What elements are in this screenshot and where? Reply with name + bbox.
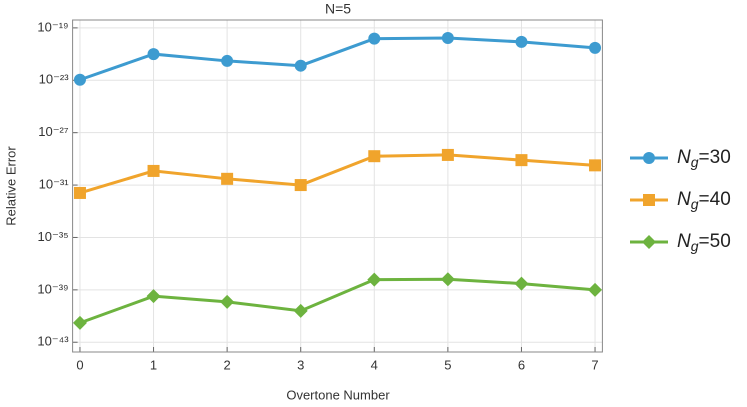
marker — [642, 235, 656, 249]
x-tick-label: 3 — [297, 357, 304, 372]
marker — [515, 154, 528, 167]
series-line — [79, 36, 596, 82]
marker — [147, 164, 160, 177]
x-tick-label: 6 — [518, 357, 525, 372]
series-line — [79, 153, 596, 195]
marker — [294, 179, 307, 192]
marker — [441, 31, 454, 44]
marker — [368, 32, 381, 45]
marker — [367, 272, 382, 287]
marker — [221, 54, 234, 67]
marker — [220, 294, 235, 309]
x-tick-label: 4 — [371, 357, 378, 372]
marker — [515, 35, 528, 48]
marker — [72, 315, 87, 330]
x-tick-label: 5 — [444, 357, 451, 372]
x-tick-label: 7 — [591, 357, 598, 372]
y-axis-label: Relative Error — [3, 146, 18, 226]
marker — [643, 194, 655, 206]
legend-label: Ng=30 — [677, 147, 731, 170]
legend: Ng=30 Ng=40 Ng=50 — [630, 147, 731, 254]
marker — [643, 152, 655, 164]
marker — [221, 172, 234, 185]
series-line — [79, 277, 596, 325]
y-tick-label: 10⁻¹⁹ — [37, 19, 68, 34]
y-tick-label: 10⁻³⁵ — [38, 229, 69, 244]
marker — [146, 289, 161, 304]
x-axis-label: Overtone Number — [286, 387, 390, 402]
marker — [293, 303, 308, 318]
x-tick-label: 2 — [224, 357, 231, 372]
plot-frame — [72, 19, 603, 353]
marker — [73, 186, 86, 199]
y-tick-label: 10⁻⁴³ — [37, 334, 69, 349]
chart-title: N=5 — [325, 1, 351, 17]
marker — [73, 73, 86, 86]
x-tick-label: 0 — [76, 357, 83, 372]
marker — [589, 41, 602, 54]
y-tick-label: 10⁻³⁹ — [37, 281, 68, 296]
marker — [588, 282, 603, 297]
marker — [441, 148, 454, 161]
legend-label: Ng=50 — [677, 231, 731, 254]
marker — [440, 272, 455, 287]
marker — [368, 150, 381, 163]
marker — [589, 159, 602, 172]
marker — [514, 276, 529, 291]
y-tick-label: 10⁻²⁷ — [38, 124, 69, 139]
marker — [294, 59, 307, 72]
y-tick-label: 10⁻³¹ — [39, 177, 70, 192]
legend-label: Ng=40 — [677, 189, 731, 212]
x-tick-label: 1 — [150, 357, 157, 372]
marker — [147, 48, 160, 61]
y-tick-label: 10⁻²³ — [39, 72, 70, 87]
